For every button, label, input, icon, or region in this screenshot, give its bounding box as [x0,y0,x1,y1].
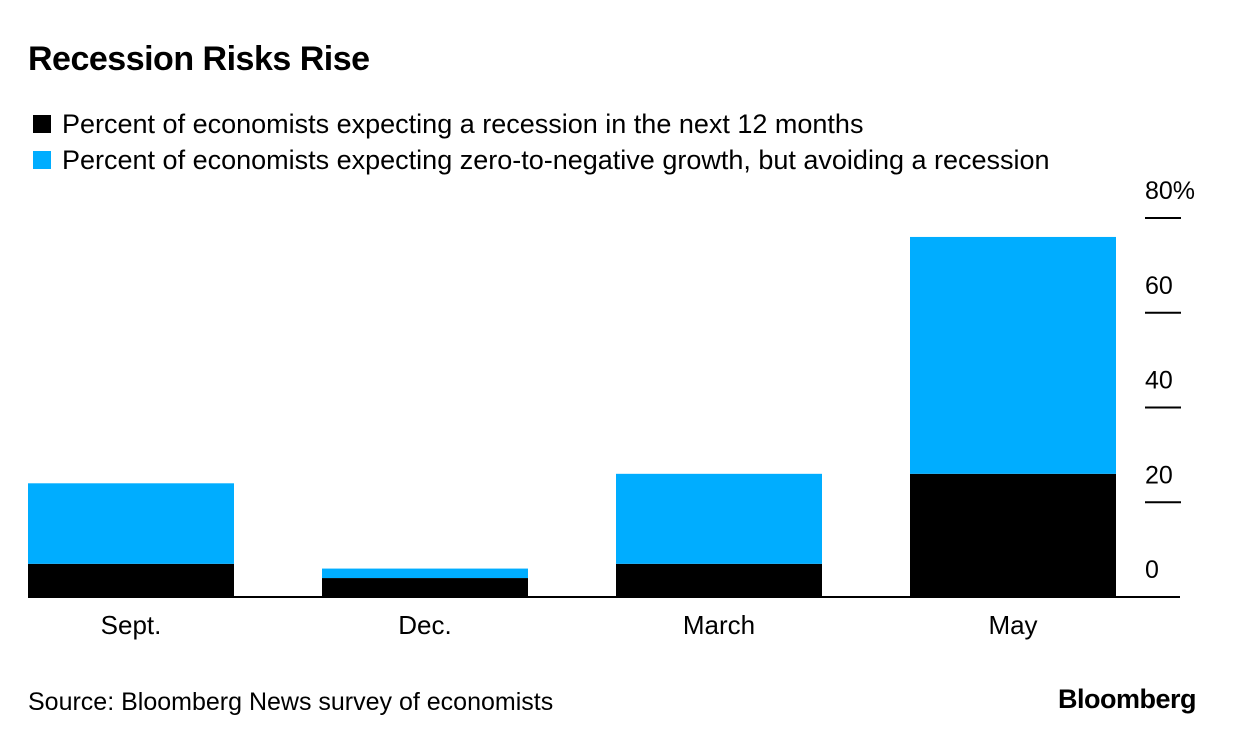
bar-segment [28,563,234,597]
x-tick-label: May [988,610,1037,640]
y-tick-label: 60 [1145,272,1173,300]
y-tick-label: 0 [1145,556,1159,584]
y-tick-label: 80% [1145,177,1195,205]
bar-segment [616,563,822,597]
bar-segment [322,568,528,579]
legend-item-zero-growth: Percent of economists expecting zero-to-… [33,142,1050,178]
bar-segment [616,473,822,564]
x-tick-label: Sept. [101,610,162,640]
source-note: Source: Bloomberg News survey of economi… [28,688,554,716]
bar-segment [910,473,1116,597]
legend-swatch-recession [33,115,51,133]
y-tick-label: 40 [1145,367,1173,395]
x-tick-label: Dec. [398,610,451,640]
legend-label-recession: Percent of economists expecting a recess… [62,108,864,139]
legend-swatch-zero-growth [33,151,51,169]
bloomberg-logo: Bloomberg [1057,684,1197,714]
chart-title: Recession Risks Rise [28,40,370,78]
y-tick-label: 20 [1145,461,1173,489]
legend-label-zero-growth: Percent of economists expecting zero-to-… [62,144,1050,175]
x-tick-label: March [683,610,755,640]
bar-segment [28,483,234,564]
legend: Percent of economists expecting a recess… [33,106,1050,178]
legend-item-recession: Percent of economists expecting a recess… [33,106,1050,142]
bar-segment [910,236,1116,474]
bar-segment [322,578,528,597]
